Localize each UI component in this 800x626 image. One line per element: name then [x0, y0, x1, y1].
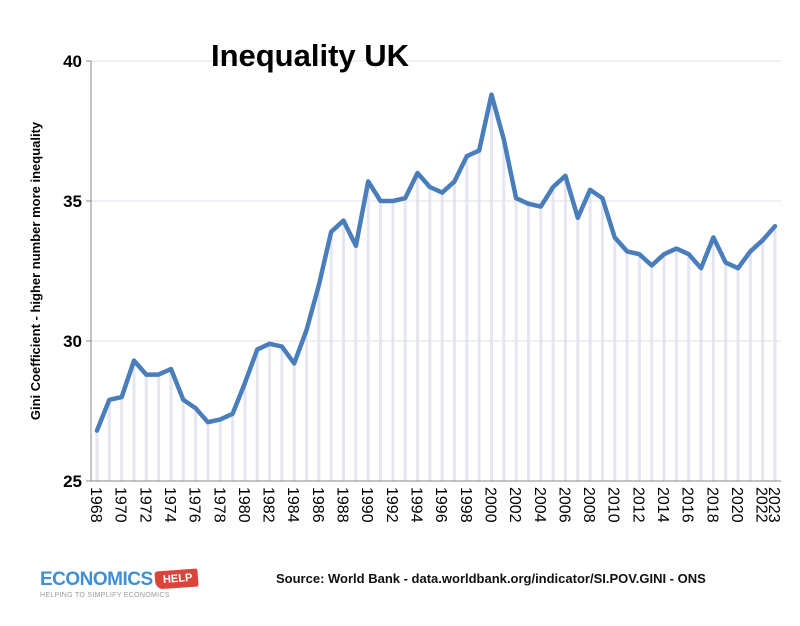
gini-line	[94, 92, 778, 433]
y-axis-label: Gini Coefficient - higher number more in…	[28, 121, 43, 420]
x-tick-label: 1972	[136, 487, 153, 523]
source-note: Source: World Bank - data.worldbank.org/…	[276, 571, 706, 586]
x-tick-label: 2010	[605, 487, 622, 523]
logo-tagline: HELPING TO SIMPLIFY ECONOMICS	[40, 592, 170, 599]
x-tick-label: 2000	[481, 487, 498, 523]
x-tick-label: 2020	[728, 487, 745, 523]
x-tick-label: 1994	[408, 487, 425, 523]
x-tick-label: 2004	[531, 487, 548, 523]
x-tick-label: 1996	[432, 487, 449, 523]
x-tick-label: 1990	[358, 487, 375, 523]
logo-main-text: ECONOMICS	[40, 569, 153, 590]
x-tick-label: 1992	[383, 487, 400, 523]
x-tick-label: 2002	[506, 487, 523, 523]
x-tick-label: 2006	[555, 487, 572, 523]
x-tick-label: 1974	[161, 487, 178, 523]
x-tick-label: 2023	[765, 487, 782, 523]
x-tick-label: 2016	[679, 487, 696, 523]
line-chart: 25 30 35 40 1968 1970 1972 1974 1976 1978 1980 1982…	[28, 38, 782, 523]
y-tick-label: 35	[63, 192, 82, 211]
x-tick-label: 1998	[457, 487, 474, 523]
chart-title: Inequality UK	[211, 38, 410, 73]
x-tick-label: 2014	[654, 487, 671, 523]
y-tick-label: 25	[63, 472, 82, 491]
x-tick-label: 2022	[753, 487, 770, 523]
x-tick-label: 2012	[629, 487, 646, 523]
x-tick-label: 1984	[284, 487, 301, 523]
x-tick-label: 1968	[87, 487, 104, 523]
x-tick-label: 1988	[334, 487, 351, 523]
x-tick-label: 1986	[309, 487, 326, 523]
y-tick-label: 40	[63, 52, 82, 71]
x-tick-label: 1982	[260, 487, 277, 523]
x-tick-label: 1980	[235, 487, 252, 523]
logo-help-tag: HELP	[154, 568, 199, 590]
x-tick-label: 1976	[186, 487, 203, 523]
economics-help-logo: ECONOMICS HELP HELPING TO SIMPLIFY ECONOM…	[40, 568, 199, 599]
x-tick-label: 1978	[210, 487, 227, 523]
y-tick-label: 30	[63, 332, 82, 351]
x-tick-label: 1970	[112, 487, 129, 523]
x-tick-label: 2008	[580, 487, 597, 523]
x-tick-label: 2018	[703, 487, 720, 523]
